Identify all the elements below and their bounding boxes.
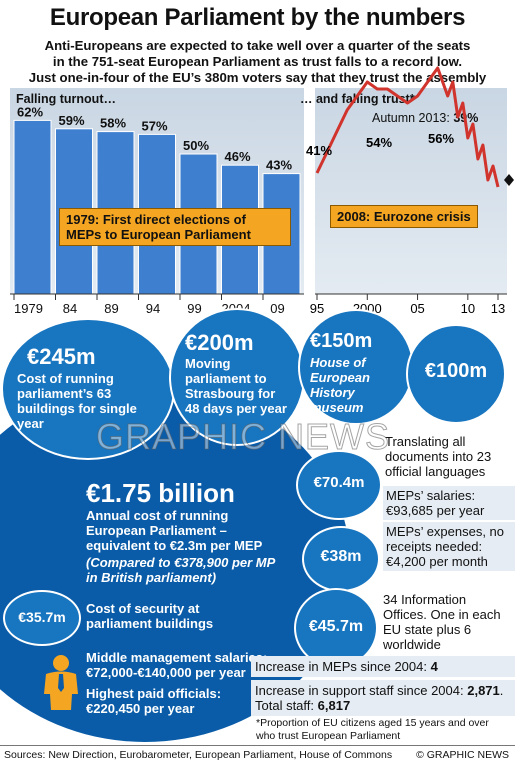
cost-45m-text: 34 Information Offices. One in each EU s… bbox=[383, 592, 501, 652]
sources: Sources: New Direction, Eurobarometer, E… bbox=[4, 749, 393, 761]
trust-tick-label: 05 bbox=[410, 301, 424, 316]
trust-latest-marker bbox=[504, 174, 514, 186]
cost-245m-text: Cost of running parliament’s 63 building… bbox=[17, 371, 137, 431]
turnout-value-label: 57% bbox=[142, 118, 168, 133]
cost-200m-text: Moving parliament to Strasbourg for 48 d… bbox=[185, 356, 287, 416]
cost-circle-38m: €38m bbox=[302, 526, 380, 592]
cost-circle-100m: €100m bbox=[406, 324, 506, 424]
turnout-tick-label: 99 bbox=[187, 301, 201, 316]
turnout-tick-label: 84 bbox=[63, 301, 77, 316]
turnout-chart-title: Falling turnout… bbox=[16, 92, 116, 106]
cost-45m-amount: €45.7m bbox=[308, 618, 364, 635]
turnout-value-label: 43% bbox=[266, 158, 292, 173]
watermark-text: GRAPHIC NEWS bbox=[95, 416, 391, 458]
trust-start-label: 41% bbox=[306, 143, 332, 158]
subtitle-line-2: in the 751-seat European Parliament as t… bbox=[52, 54, 463, 69]
turnout-tick-label: 89 bbox=[104, 301, 118, 316]
subtitle-line-1: Anti-Europeans are expected to take well… bbox=[44, 38, 471, 53]
page-title: European Parliament by the numbers bbox=[49, 4, 466, 31]
cost-35m-amount: €35.7m bbox=[18, 609, 66, 625]
highest-paid-officials: Highest paid officials: €220,450 per yea… bbox=[86, 686, 222, 716]
turnout-tick-label: 09 bbox=[270, 301, 284, 316]
cost-circle-35m: €35.7m bbox=[3, 590, 81, 646]
trust-chart-title: … and falling trust* bbox=[300, 92, 415, 106]
trust-chart-background bbox=[315, 88, 507, 294]
trust-tick-label: 95 bbox=[310, 301, 324, 316]
cost-100m-amount: €100m bbox=[424, 360, 488, 382]
trust-peak-2000-label: 54% bbox=[366, 135, 392, 150]
turnout-value-label: 50% bbox=[183, 138, 209, 153]
cost-150m-text: House of European History museum bbox=[310, 355, 370, 415]
total-cost-amount: €1.75 billion bbox=[86, 478, 235, 508]
official-person-icon bbox=[42, 654, 80, 710]
trust-tick-label: 13 bbox=[491, 301, 505, 316]
turnout-value-label: 62% bbox=[17, 104, 43, 119]
middle-management-salaries: Middle management salaries: €72,000-€140… bbox=[86, 650, 268, 680]
credit: © GRAPHIC NEWS bbox=[416, 749, 509, 761]
cost-70m-text: MEPs’ salaries: €93,685 per year bbox=[383, 486, 515, 520]
turnout-value-label: 58% bbox=[100, 116, 126, 131]
subtitle-line-3: Just one-in-four of the EU’s 380m voters… bbox=[28, 70, 487, 85]
cost-150m-amount: €150m bbox=[310, 330, 373, 352]
footer-divider bbox=[0, 745, 515, 746]
cost-35m-text: Cost of security at parliament buildings bbox=[86, 601, 214, 631]
trust-series-line bbox=[315, 66, 500, 188]
trust-annotation: 2008: Eurozone crisis bbox=[330, 205, 478, 228]
trust-line-chart: 41%54% 56%95 2000 05 10 13 bbox=[306, 66, 514, 316]
footnote: *Proportion of EU citizens aged 15 years… bbox=[256, 717, 489, 742]
cost-200m-amount: €200m bbox=[185, 330, 254, 355]
total-cost-note: (Compared to €378,900 per MP in British … bbox=[86, 555, 275, 585]
trust-peak-2007-label: 56% bbox=[428, 131, 454, 146]
cost-circle-70m: €70.4m bbox=[296, 450, 382, 520]
trust-tick-label: 10 bbox=[461, 301, 475, 316]
staff-increase-stat: Increase in support staff since 2004: 2,… bbox=[251, 680, 515, 716]
cost-38m-text: MEPs’ expenses, no receipts needed: €4,2… bbox=[383, 522, 515, 571]
turnout-value-label: 46% bbox=[225, 149, 251, 164]
turnout-value-label: 59% bbox=[59, 113, 85, 128]
mep-increase-stat: Increase in MEPs since 2004: 4 bbox=[251, 656, 515, 677]
cost-70m-amount: €70.4m bbox=[313, 474, 365, 491]
cost-100m-text: Translating all documents into 23 offici… bbox=[385, 434, 492, 479]
cost-circle-245m: €245m Cost of running parliament’s 63 bu… bbox=[1, 318, 175, 460]
cost-circle-150m: €150m House of European History museum bbox=[298, 309, 414, 425]
cost-38m-amount: €38m bbox=[320, 548, 362, 565]
cost-245m-amount: €245m bbox=[27, 344, 96, 369]
total-cost-text: Annual cost of running European Parliame… bbox=[86, 508, 263, 553]
turnout-annotation: 1979: First direct elections of MEPs to … bbox=[59, 208, 291, 246]
turnout-bar bbox=[13, 119, 52, 295]
cost-circle-200m: €200m Moving parliament to Strasbourg fo… bbox=[169, 308, 305, 446]
turnout-tick-label: 94 bbox=[146, 301, 160, 316]
turnout-tick-label: 1979 bbox=[14, 301, 43, 316]
